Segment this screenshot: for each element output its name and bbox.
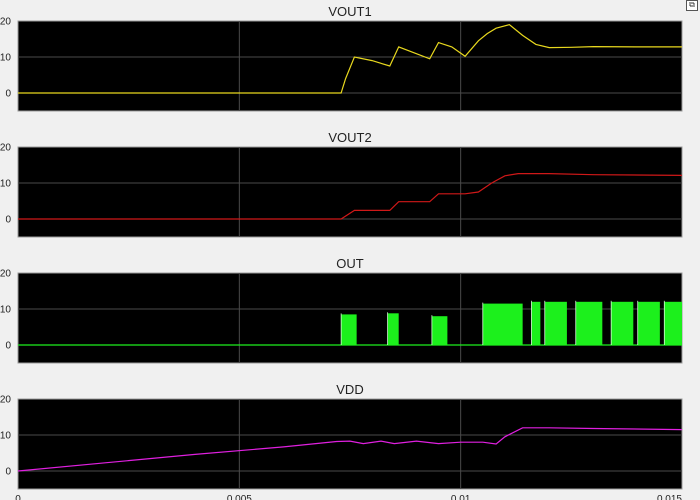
plot-area [17, 398, 683, 490]
switching-block [431, 316, 448, 345]
y-tick-label: 10 [0, 53, 11, 64]
switching-block [544, 301, 567, 345]
switching-block [637, 301, 660, 345]
restore-icon[interactable]: ⧉ [686, 0, 698, 11]
series-line-vdd [17, 427, 683, 472]
panel-title: VOUT1 [328, 4, 371, 19]
plot-area [17, 20, 683, 112]
plot-area [17, 146, 683, 238]
x-tick-label: 0.01 [451, 494, 471, 500]
switching-block [575, 301, 603, 345]
panel-title: OUT [336, 256, 364, 271]
switching-block [387, 313, 399, 345]
y-tick-label: 20 [0, 269, 11, 280]
x-tick-label: 0.005 [227, 494, 252, 500]
x-tick-label: 0 [15, 494, 21, 500]
panel-title: VDD [336, 382, 363, 397]
y-tick-label: 0 [5, 89, 11, 100]
panel-out: OUT 0 10 20 [0, 256, 683, 364]
series-line-vout1 [18, 23, 682, 94]
y-tick-label: 10 [0, 431, 11, 442]
switching-block [611, 301, 634, 345]
switching-block [482, 303, 523, 345]
y-tick-label: 10 [0, 305, 11, 316]
switching-block [341, 314, 357, 345]
panel-vout2: VOUT2 0 10 20 [0, 130, 683, 238]
y-tick-label: 0 [5, 215, 11, 226]
switching-block [531, 301, 541, 345]
x-tick-label: 0.015 [657, 494, 682, 500]
y-tick-label: 20 [0, 143, 11, 154]
y-tick-label: 0 [5, 467, 11, 478]
series-line-vout2 [18, 173, 683, 220]
y-tick-label: 20 [0, 395, 11, 406]
y-tick-label: 0 [5, 341, 11, 352]
y-tick-label: 10 [0, 179, 11, 190]
panel-vout1: VOUT1 0 10 20 [0, 4, 683, 112]
switching-block [664, 301, 682, 345]
y-tick-label: 20 [0, 17, 11, 28]
panel-title: VOUT2 [328, 130, 371, 145]
